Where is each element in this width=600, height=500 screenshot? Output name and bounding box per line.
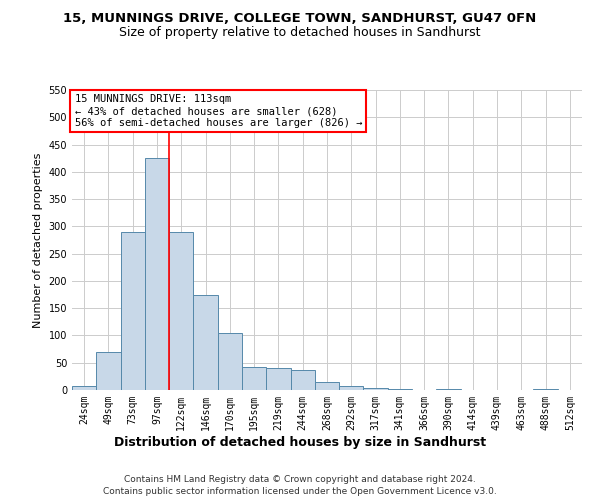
Bar [339, 386, 364, 390]
Bar [121, 232, 145, 390]
Bar [364, 388, 388, 390]
Bar [145, 158, 169, 390]
Bar [533, 389, 558, 390]
Y-axis label: Number of detached properties: Number of detached properties [33, 152, 43, 328]
Bar [169, 232, 193, 390]
Bar [388, 389, 412, 390]
Bar [218, 332, 242, 390]
Text: 15, MUNNINGS DRIVE, COLLEGE TOWN, SANDHURST, GU47 0FN: 15, MUNNINGS DRIVE, COLLEGE TOWN, SANDHU… [64, 12, 536, 26]
Bar [72, 386, 96, 390]
Bar [315, 382, 339, 390]
Bar [266, 368, 290, 390]
Bar [96, 352, 121, 390]
Bar [290, 370, 315, 390]
Bar [242, 366, 266, 390]
Text: Contains public sector information licensed under the Open Government Licence v3: Contains public sector information licen… [103, 486, 497, 496]
Text: Contains HM Land Registry data © Crown copyright and database right 2024.: Contains HM Land Registry data © Crown c… [124, 476, 476, 484]
Text: Distribution of detached houses by size in Sandhurst: Distribution of detached houses by size … [114, 436, 486, 449]
Text: Size of property relative to detached houses in Sandhurst: Size of property relative to detached ho… [119, 26, 481, 39]
Bar [193, 294, 218, 390]
Text: 15 MUNNINGS DRIVE: 113sqm
← 43% of detached houses are smaller (628)
56% of semi: 15 MUNNINGS DRIVE: 113sqm ← 43% of detac… [74, 94, 362, 128]
